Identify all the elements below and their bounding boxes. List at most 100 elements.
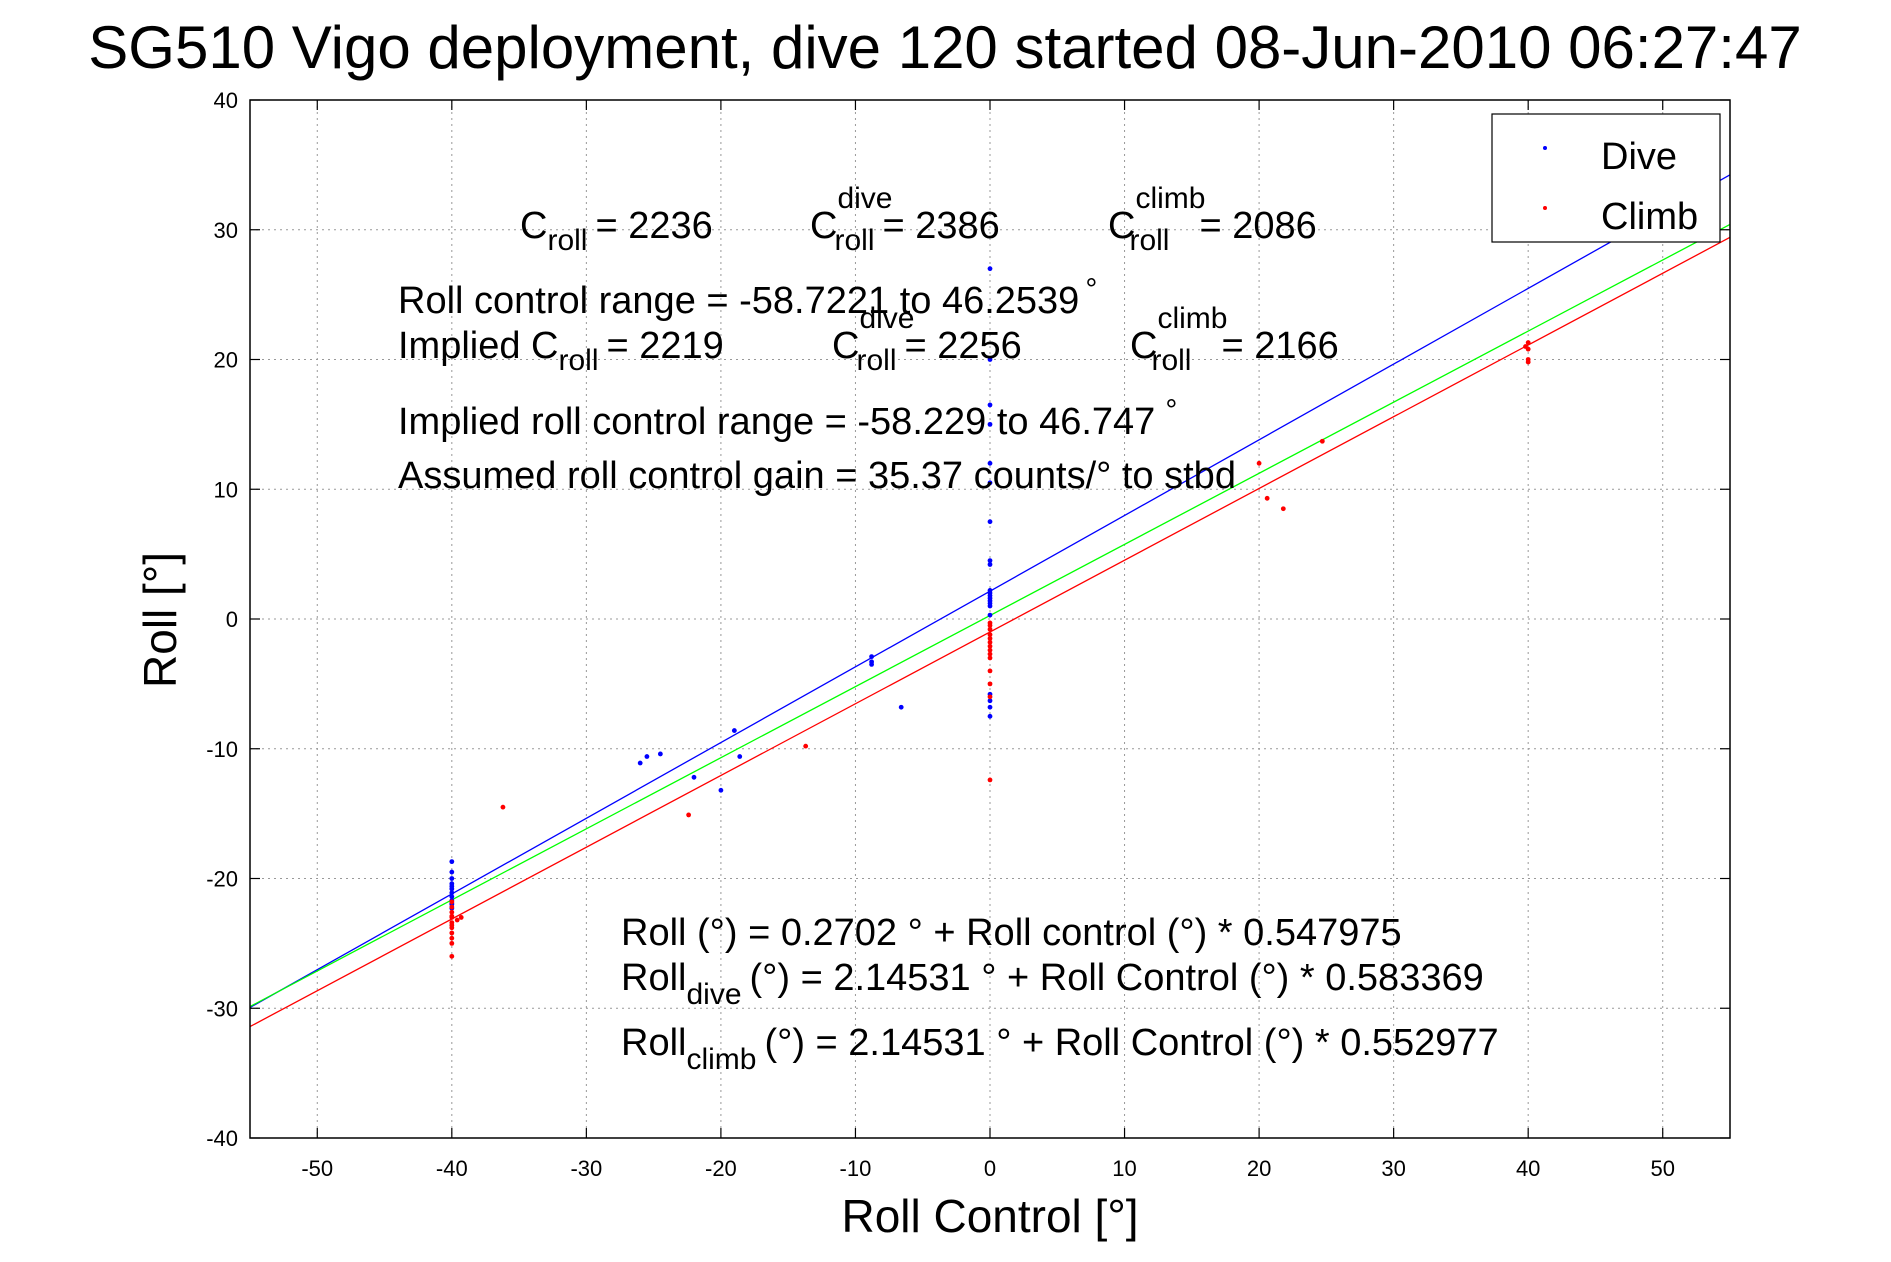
dive-point <box>449 883 455 889</box>
climb-point <box>1256 460 1262 466</box>
climb-point <box>987 636 993 641</box>
annotation-fit-climb: Rollclimb (°) = 2.14531 ° + Roll Control … <box>621 1022 1499 1076</box>
dive-point <box>987 698 993 704</box>
dive-point <box>869 662 874 667</box>
y-tick-label: 30 <box>214 218 238 243</box>
annotation-roll-control-range: Roll control range = -58.7221 to 46.2539… <box>398 273 1097 322</box>
y-tick-label: -20 <box>206 867 238 892</box>
x-tick-label: 30 <box>1381 1156 1405 1181</box>
legend-climb-label: Climb <box>1601 196 1698 238</box>
roll-subscript: roll <box>547 224 587 257</box>
c-symbol: C <box>810 205 837 247</box>
climb-point <box>500 804 506 810</box>
climb-point <box>803 743 809 749</box>
climb-superscript: climb <box>1135 182 1205 215</box>
dive-point <box>449 890 455 896</box>
dive-point <box>737 754 743 759</box>
dive-point <box>987 562 993 567</box>
climb-point <box>987 651 993 657</box>
x-tick-label: 50 <box>1650 1156 1674 1181</box>
dive-point <box>644 754 650 759</box>
dive-point <box>731 728 737 733</box>
legend-box <box>1491 113 1721 243</box>
dive-point <box>657 751 663 757</box>
dive-point <box>987 612 993 618</box>
legend-dive-marker <box>1543 146 1547 150</box>
dive-point <box>987 480 993 486</box>
annotation-c-roll-dive: Cdive roll = 2386 <box>810 182 1000 257</box>
dive-point <box>987 266 993 272</box>
roll-subscript: roll <box>1129 224 1169 257</box>
x-tick-label: -10 <box>840 1156 872 1181</box>
y-tick-label: -40 <box>206 1126 238 1151</box>
climb-point <box>449 904 455 910</box>
climb-point <box>987 655 993 661</box>
annotations: Croll = 2236 Cdive roll = 2386 Cclimb roll = … <box>398 182 1499 1076</box>
y-tick-label: -30 <box>206 996 238 1021</box>
annotation-implied-c-roll-climb: Cclimb roll = 2166 <box>1130 302 1339 377</box>
dive-point <box>449 894 455 900</box>
x-tick-label: -20 <box>705 1156 737 1181</box>
dive-point <box>449 869 455 875</box>
y-axis-label: Roll [°] <box>134 552 186 688</box>
axis-ticks: -50 -40 -30 -20 -10 0 10 20 30 40 50 40 30 20 10 0 -10 -2… <box>206 88 1730 1181</box>
x-tick-label: -30 <box>570 1156 602 1181</box>
climb-point <box>987 620 993 626</box>
climb-point <box>987 681 993 687</box>
dive-point <box>987 357 993 362</box>
x-tick-label: 0 <box>984 1156 996 1181</box>
y-tick-label: -10 <box>206 737 238 762</box>
dive-point <box>869 654 874 660</box>
x-tick-label: -40 <box>436 1156 468 1181</box>
annotation-implied-c-roll-dive: Cdive roll = 2256 <box>832 302 1022 377</box>
climb-point <box>449 899 455 905</box>
dive-point <box>718 787 724 793</box>
dive-point <box>987 519 993 525</box>
dive-point <box>987 558 993 564</box>
dive-point <box>987 704 993 710</box>
climb-point <box>449 935 455 941</box>
climb-point <box>987 777 993 783</box>
climb-point <box>987 632 993 637</box>
roll-subscript: roll <box>835 224 875 257</box>
annotation-c-roll-climb: Cclimb roll = 2086 <box>1108 182 1317 257</box>
c-roll-climb-value: = 2086 <box>1199 205 1316 247</box>
climb-point <box>458 915 464 920</box>
climb-point <box>449 922 455 928</box>
annotation-fit-all: Roll (°) = 0.2702 ° + Roll control (°) *… <box>621 912 1402 954</box>
c-symbol: C <box>520 205 547 247</box>
x-axis-label: Roll Control [°] <box>841 1190 1138 1242</box>
legend: Dive Climb <box>1491 113 1721 243</box>
climb-point <box>449 953 455 959</box>
c-roll-value: = 2236 <box>595 205 712 247</box>
data-points <box>449 266 1531 959</box>
climb-point <box>1264 495 1270 501</box>
x-tick-label: 10 <box>1112 1156 1136 1181</box>
dive-point <box>987 460 993 466</box>
annotation-implied-range: Implied roll control range = -58.229 to … <box>398 394 1177 443</box>
legend-climb-marker <box>1543 206 1547 210</box>
dive-point <box>987 713 993 719</box>
climb-point <box>1523 344 1528 349</box>
climb-point <box>449 930 455 936</box>
climb-point <box>987 694 993 700</box>
x-tick-label: 20 <box>1247 1156 1271 1181</box>
dive-point <box>449 859 455 865</box>
climb-point <box>449 913 455 919</box>
climb-point <box>987 639 993 645</box>
x-tick-label: 40 <box>1516 1156 1540 1181</box>
y-tick-label: 0 <box>226 607 238 632</box>
climb-point <box>1525 359 1531 365</box>
fit-line <box>249 236 1731 1028</box>
chart-title: SG510 Vigo deployment, dive 120 started … <box>88 14 1801 81</box>
y-tick-label: 20 <box>214 348 238 373</box>
climb-point <box>449 909 455 915</box>
dive-point <box>987 402 993 408</box>
climb-point <box>449 940 455 946</box>
dive-superscript: dive <box>837 182 892 215</box>
dive-point <box>691 774 697 780</box>
climb-point <box>1280 506 1286 512</box>
c-roll-dive-value: = 2386 <box>883 205 1000 247</box>
x-tick-label: -50 <box>301 1156 333 1181</box>
